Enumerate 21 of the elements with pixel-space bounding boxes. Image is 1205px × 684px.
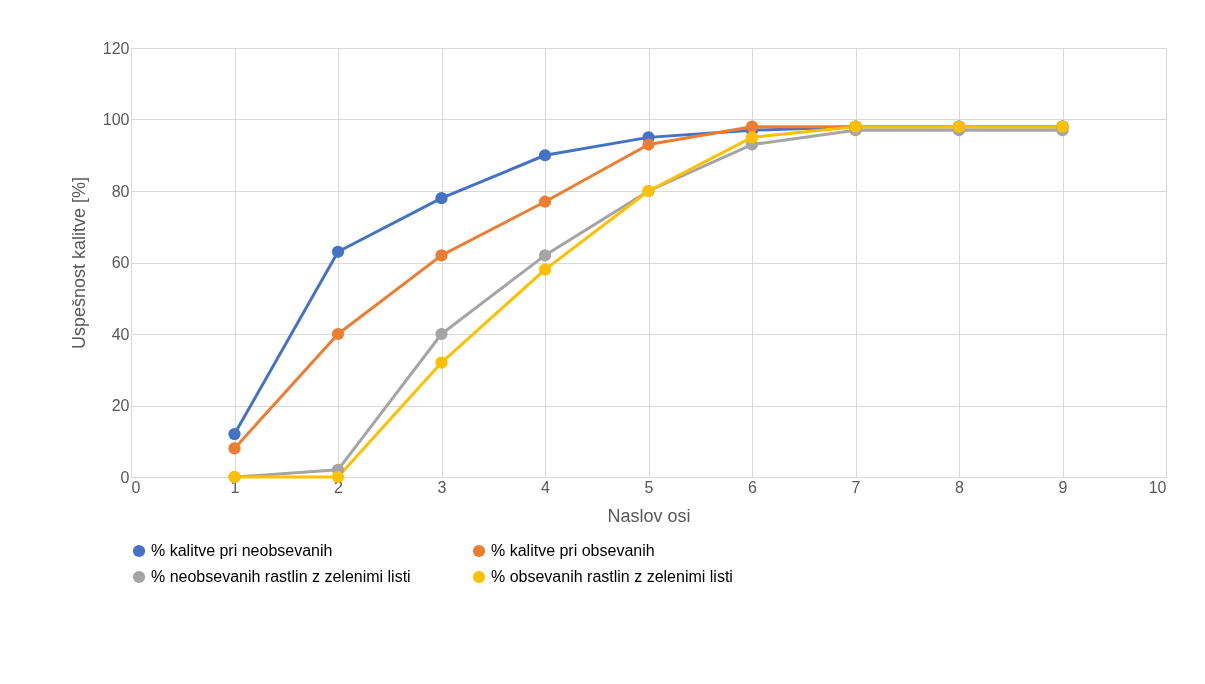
- legend-label: % neobsevanih rastlin z zelenimi listi: [151, 568, 411, 585]
- x-tick-label: 5: [644, 478, 654, 496]
- y-tick-label: 20: [111, 397, 130, 414]
- x-tick-label: 4: [541, 478, 551, 496]
- x-tick-label: 7: [851, 478, 861, 496]
- x-tick-label: 3: [437, 478, 447, 496]
- legend-label: % kalitve pri obsevanih: [491, 542, 655, 559]
- x-tick-label: 9: [1058, 478, 1068, 496]
- y-tick-label: 100: [102, 111, 130, 128]
- x-tick-label: 6: [748, 478, 758, 496]
- y-tick-label: 40: [111, 325, 130, 343]
- legend-label: % kalitve pri neobsevanih: [151, 542, 333, 559]
- x-tick-label: 0: [131, 478, 141, 496]
- y-tick-label: 60: [111, 254, 130, 271]
- y-axis-title: Uspešnost kalitve [%]: [68, 176, 89, 350]
- y-tick-label: 80: [111, 182, 130, 200]
- y-tick-label: 120: [102, 39, 130, 57]
- legend-label: % obsevanih rastlin z zelenimi listi: [491, 568, 733, 585]
- x-axis-title: Naslov osi: [607, 505, 691, 526]
- x-tick-label: 8: [955, 478, 965, 496]
- x-tick-label: 10: [1148, 478, 1167, 496]
